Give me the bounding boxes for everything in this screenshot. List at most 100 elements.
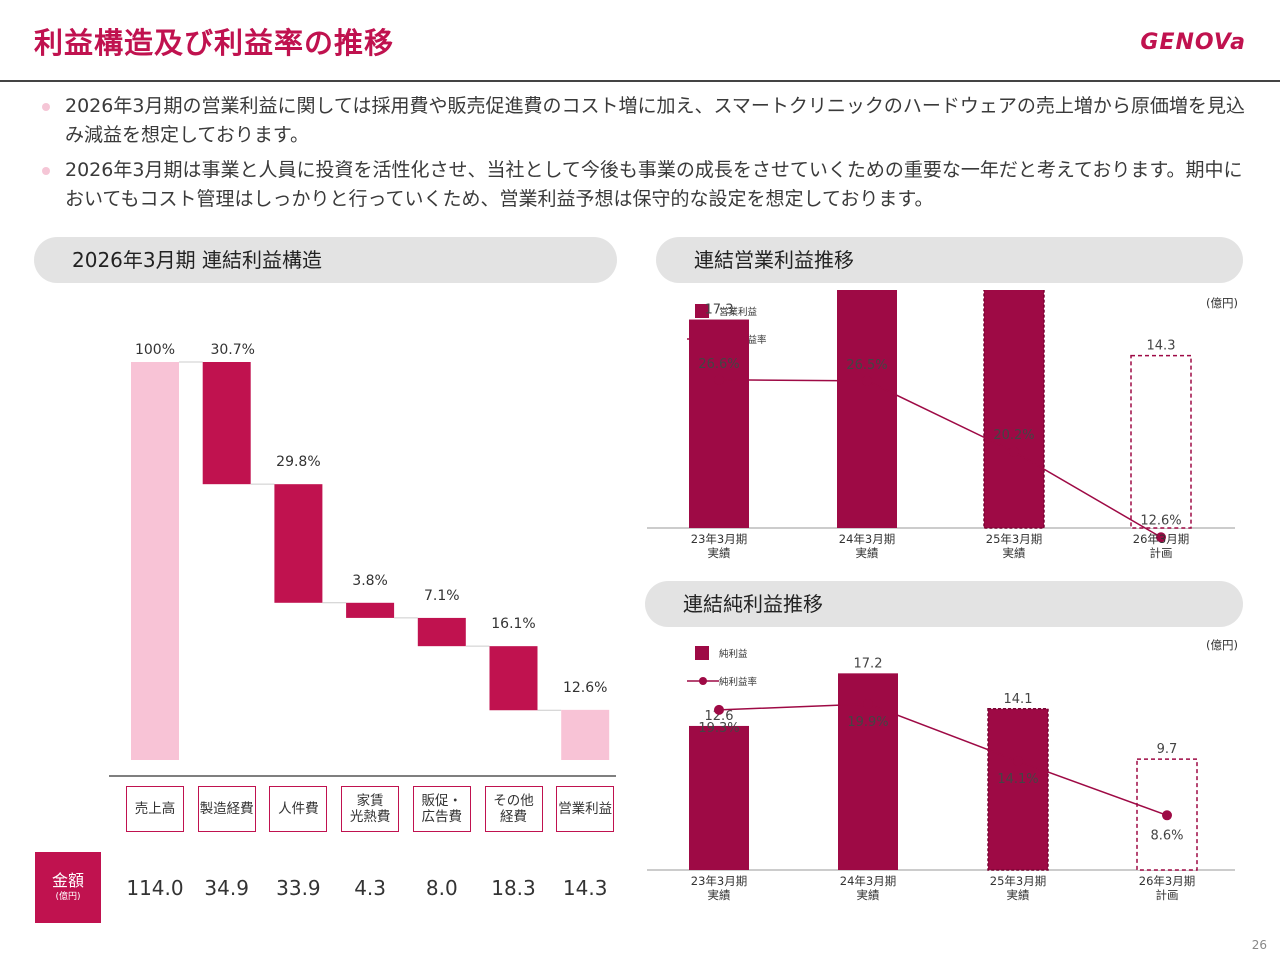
- category-label: 24年3月期実績: [840, 874, 896, 902]
- line-marker: [863, 698, 873, 709]
- line-marker: [1013, 756, 1023, 767]
- bar-2: [987, 708, 1049, 871]
- line-value-label: 26.6%: [698, 357, 739, 372]
- category-label-line: 23年3月期: [691, 874, 747, 888]
- waterfall-bar: [489, 646, 538, 711]
- bar-value-label: 14.1: [1004, 692, 1033, 707]
- category-label: 25年3月期実績: [986, 532, 1042, 560]
- waterfall-category-label: 営業利益: [556, 786, 615, 832]
- line-series: [718, 703, 1168, 816]
- chart-unit-label: (億円): [1206, 638, 1238, 652]
- category-label-line: 24年3月期: [840, 874, 896, 888]
- waterfall-bar: [417, 617, 466, 647]
- bar-value-label: 17.2: [854, 656, 883, 671]
- waterfall-bar: [346, 602, 395, 618]
- waterfall-amount-value: 14.3: [562, 876, 608, 900]
- category-label: 26年3月期計画: [1133, 532, 1189, 560]
- category-label: 25年3月期実績: [990, 874, 1046, 902]
- waterfall-category-label: 人件費: [269, 786, 328, 832]
- waterfall-ratio-label: 100%: [135, 342, 175, 358]
- line-value-label: 19.3%: [698, 721, 739, 736]
- category-label-line: 実績: [856, 546, 879, 560]
- waterfall-category-label: その他 経費: [484, 786, 543, 832]
- section-header-operating-profit: 連結営業利益推移: [656, 237, 1243, 283]
- line-marker: [862, 375, 872, 386]
- line-series: [718, 379, 1162, 538]
- waterfall-bar: [561, 709, 610, 760]
- category-label-line: 実績: [1007, 888, 1030, 902]
- chart-unit-label: (億円): [1206, 296, 1238, 310]
- category-label-line: 実績: [1003, 546, 1026, 560]
- waterfall-amount-value: 34.9: [204, 876, 249, 900]
- waterfall-ratio-label: 30.7%: [210, 342, 254, 358]
- section-header-waterfall: 2026年3月期 連結利益構造: [34, 237, 617, 283]
- bar-3: [1130, 354, 1192, 529]
- waterfall-ratio-label: 16.1%: [491, 616, 535, 632]
- category-label-line: 26年3月期: [1133, 532, 1189, 546]
- category-label-line: 23年3月期: [691, 532, 747, 546]
- waterfall-ratio-label: 7.1%: [424, 588, 460, 604]
- legend-line-label: 純利益率: [719, 676, 758, 688]
- line-marker: [714, 374, 724, 385]
- line-marker: [1156, 532, 1166, 543]
- waterfall-amount-value: 4.3: [354, 876, 386, 900]
- legend-bar-label: 営業利益: [719, 306, 758, 318]
- line-value-label: 20.2%: [993, 428, 1034, 443]
- category-label: 26年3月期計画: [1139, 874, 1195, 902]
- title-divider: [0, 80, 1280, 82]
- waterfall-bar: [202, 362, 251, 485]
- legend-bar-label: 純利益: [719, 648, 748, 660]
- bar-value-label: 12.6: [705, 709, 734, 724]
- page-title: 利益構造及び利益率の推移: [34, 26, 395, 60]
- line-marker: [714, 704, 724, 715]
- waterfall-category-label: 製造経費: [197, 786, 256, 832]
- bar-0: [689, 725, 749, 870]
- line-value-label: 26.5%: [846, 358, 887, 373]
- amount-label: 金額: [51, 871, 84, 890]
- waterfall-chart: 100% 30.7% 29.8% 3.8% 7.1% 16.1% 12.6%: [109, 342, 616, 777]
- category-label-line: 実績: [857, 888, 880, 902]
- category-label-line: 25年3月期: [986, 532, 1042, 546]
- bar-value-label: 9.7: [1157, 742, 1178, 757]
- bullet-text: 2026年3月期の営業利益に関しては採用費や販売促進費のコスト増に加え、スマート…: [65, 95, 1245, 146]
- bar-value-label: 14.3: [1147, 339, 1176, 354]
- waterfall-ratio-label: 12.6%: [563, 680, 607, 696]
- amount-badge: 金額 (億円): [35, 852, 101, 923]
- line-value-label: 14.1%: [997, 772, 1038, 787]
- category-label: 23年3月期実績: [691, 874, 747, 902]
- waterfall-amount-value: 8.0: [425, 876, 458, 900]
- line-marker: [1009, 446, 1019, 457]
- operating-profit-chart: 営業利益営業利益率(億円)17.323.020.214.326.6%26.5%2…: [647, 290, 1238, 560]
- line-value-label: 19.9%: [847, 715, 888, 730]
- bullet-item: 2026年3月期は事業と人員に投資を活性化させ、当社として今後も事業の成長をさせ…: [40, 156, 1250, 214]
- bullet-item: 2026年3月期の営業利益に関しては採用費や販売促進費のコスト増に加え、スマート…: [40, 92, 1250, 150]
- page-number: 26: [1251, 938, 1267, 952]
- category-label: 24年3月期実績: [839, 532, 895, 560]
- bullet-list: 2026年3月期の営業利益に関しては採用費や販売促進費のコスト増に加え、スマート…: [40, 92, 1250, 220]
- bar-0: [689, 319, 749, 528]
- bar-1: [837, 290, 897, 528]
- line-value-label: 12.6%: [1140, 513, 1181, 528]
- line-value-label: 8.6%: [1150, 828, 1183, 843]
- category-label-line: 24年3月期: [839, 532, 895, 546]
- legend-line-marker: [699, 677, 707, 685]
- category-label-line: 計画: [1150, 546, 1173, 560]
- category-label-line: 計画: [1156, 888, 1179, 902]
- amount-unit: (億円): [55, 892, 81, 902]
- category-label-line: 実績: [708, 888, 731, 902]
- legend-bar-swatch: [695, 646, 709, 660]
- waterfall-category-label: 販促・ 広告費: [412, 786, 471, 832]
- bar-value-label: 17.3: [705, 303, 734, 318]
- bullet-dot-icon: [42, 103, 50, 111]
- line-marker: [1162, 810, 1172, 821]
- bullet-text: 2026年3月期は事業と人員に投資を活性化させ、当社として今後も事業の成長をさせ…: [65, 159, 1243, 210]
- waterfall-ratio-label: 3.8%: [352, 573, 388, 589]
- waterfall-category-label: 売上高: [126, 786, 184, 832]
- waterfall-amount-value: 18.3: [491, 876, 536, 900]
- section-header-net-profit: 連結純利益推移: [645, 581, 1243, 627]
- category-label-line: 実績: [708, 546, 731, 560]
- bar-2: [983, 290, 1045, 529]
- waterfall-bar: [131, 362, 179, 760]
- category-label: 23年3月期実績: [691, 532, 747, 560]
